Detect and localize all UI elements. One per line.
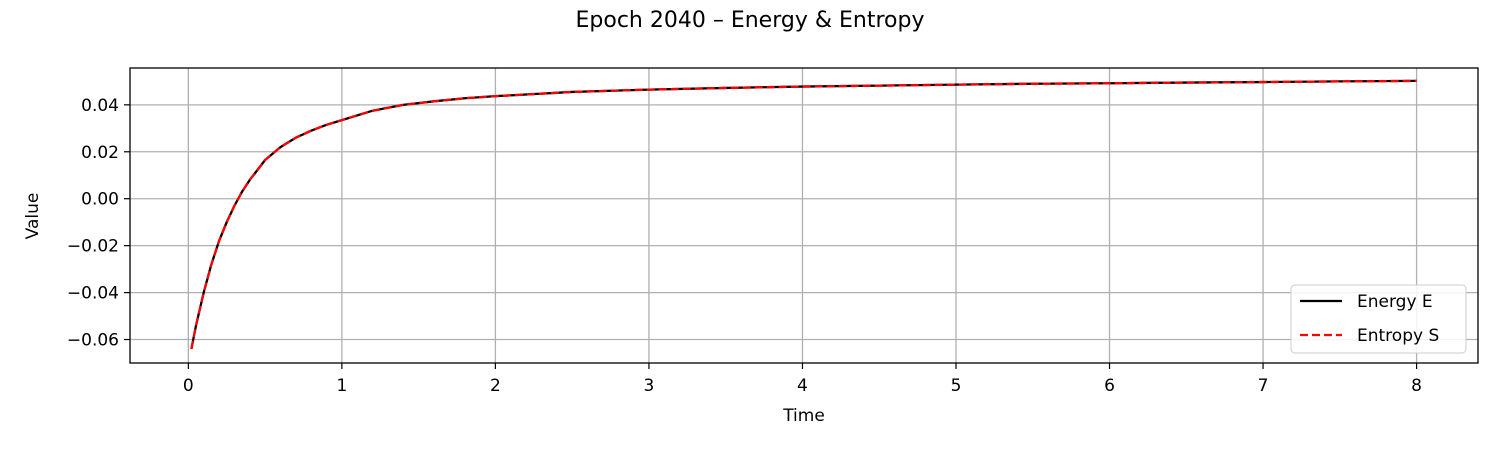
- x-tick-label: 5: [951, 376, 962, 396]
- x-tick-label: 0: [183, 376, 194, 396]
- plot-frame: [129, 67, 1479, 364]
- y-tick-label: −0.06: [67, 331, 119, 351]
- x-tick-label: 2: [490, 376, 501, 396]
- y-tick-label: −0.04: [67, 284, 119, 304]
- series-layer: [190, 79, 1417, 350]
- series-line-energy: [190, 79, 1417, 350]
- x-axis-label: Time: [782, 406, 825, 426]
- legend-label-entropy: Entropy S: [1357, 326, 1439, 346]
- x-tick-label: 8: [1411, 376, 1422, 396]
- x-tick-label: 3: [644, 376, 655, 396]
- chart-title: Epoch 2040 – Energy & Entropy: [576, 8, 925, 33]
- tick-labels: 0 1 2 3 4 5 6 7 8 −0.06 −0.04 −0.02 0.00 0.02 0.04: [67, 96, 1422, 396]
- grid-lines: [130, 68, 1478, 363]
- y-tick-label: 0.04: [81, 96, 119, 116]
- x-tick-label: 4: [797, 376, 808, 396]
- y-tick-label: 0.00: [81, 190, 119, 210]
- tick-marks: [124, 104, 1418, 369]
- y-axis-label: Value: [23, 193, 43, 240]
- y-tick-label: 0.02: [81, 143, 119, 163]
- x-tick-label: 7: [1258, 376, 1269, 396]
- legend: Energy E Entropy S: [1290, 284, 1467, 354]
- x-tick-label: 1: [336, 376, 347, 396]
- series-line-entropy: [190, 79, 1417, 350]
- x-tick-label: 6: [1104, 376, 1115, 396]
- legend-label-energy: Energy E: [1357, 292, 1433, 312]
- y-tick-label: −0.02: [67, 237, 119, 257]
